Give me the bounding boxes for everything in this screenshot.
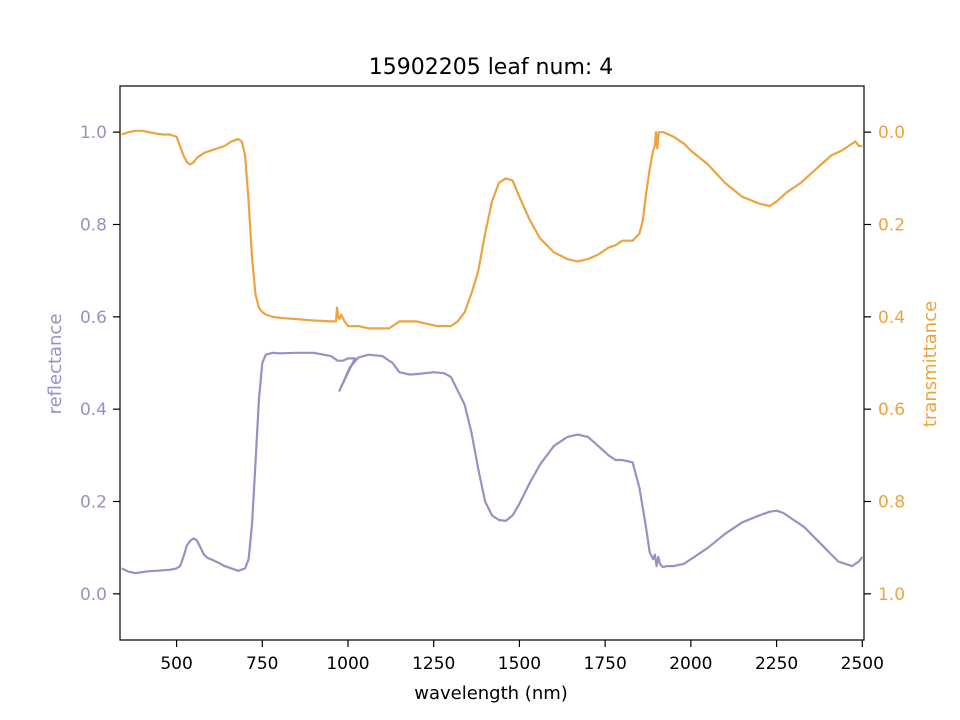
left-y-tick-label-0.4: 0.4 [80,400,107,420]
right-y-tick-label-0.2: 0.2 [878,216,905,236]
x-tick-label-2250: 2250 [755,654,798,674]
left-y-axis-label: reflectance [45,314,66,415]
chart-title: 15902205 leaf num: 4 [369,55,614,80]
plot-frame [119,85,865,641]
right-y-tick-label-1: 1.0 [878,585,905,605]
right-y-tick-label-0.8: 0.8 [878,493,905,513]
series-line-reflectance [121,351,864,575]
right-y-tick-label-0.6: 0.6 [878,400,905,420]
x-tick-label-1250: 1250 [412,654,455,674]
x-tick-label-2500: 2500 [841,654,884,674]
left-y-tick-label-0.2: 0.2 [80,493,107,513]
left-y-tick-label-1: 1.0 [80,123,107,143]
x-tick-label-1750: 1750 [584,654,627,674]
left-y-tick-label-0: 0.0 [80,585,107,605]
right-y-axis-label: transmittance [920,301,941,427]
x-tick-label-2000: 2000 [669,654,712,674]
left-y-tick-label-0.8: 0.8 [80,216,107,236]
plot-area: 500 750 1000 1250 1500 1750 2000 2250 2500 0.0 0.2… [80,85,905,674]
x-tick-label-1500: 1500 [498,654,541,674]
right-y-tick-label-0.4: 0.4 [878,308,905,328]
x-tick-label-1000: 1000 [326,654,369,674]
left-y-tick-label-0.6: 0.6 [80,308,107,328]
series-line-transmittance [121,129,863,330]
x-tick-label-500: 500 [160,654,192,674]
x-tick-label-750: 750 [246,654,278,674]
x-axis-label: wavelength (nm) [414,683,568,704]
right-y-tick-label-0: 0.0 [878,123,905,143]
